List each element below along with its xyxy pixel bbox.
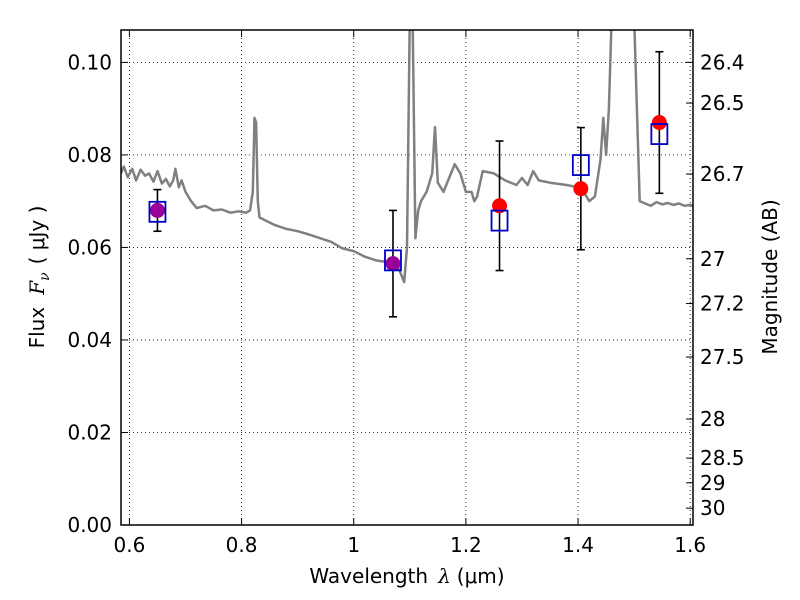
- y-axis-label-text: Flux: [25, 307, 49, 349]
- right-tick-label: 28: [700, 407, 725, 431]
- y-axis-subscript: ν: [37, 272, 53, 281]
- right-tick-label: 27.5: [700, 345, 745, 369]
- y-axis-label: Flux Fν ( μJy ): [25, 206, 53, 349]
- right-tick-label: 28.5: [700, 446, 745, 470]
- y-tick-label: 0.00: [67, 513, 112, 537]
- observed-point: [573, 181, 589, 197]
- y-axis-symbol: F: [25, 280, 49, 296]
- model-point: [148, 200, 167, 223]
- observed-point: [651, 115, 667, 131]
- y-tick-label: 0.08: [67, 143, 112, 167]
- x-tick-label: 0.8: [226, 533, 258, 557]
- x-tick-label: 1.4: [562, 533, 594, 557]
- x-axis-unit: (μm): [457, 564, 505, 588]
- model-point: [490, 209, 509, 232]
- plot-frame: [120, 29, 694, 526]
- right-tick-label: 26.4: [700, 50, 745, 74]
- model-spectrum: [121, 30, 693, 284]
- y-tick-label: 0.06: [67, 235, 112, 259]
- right-tick-label: 26.7: [700, 162, 745, 186]
- x-tick-label: 1.6: [674, 533, 706, 557]
- x-tick-label: 1.2: [450, 533, 482, 557]
- right-axis-label: Magnitude (AB): [758, 199, 782, 354]
- y-tick-label: 0.02: [67, 420, 112, 444]
- right-tick-label: 29: [700, 471, 725, 495]
- observed-point: [492, 198, 508, 214]
- x-axis-symbol: λ: [437, 564, 451, 588]
- right-tick-label: 30: [700, 496, 725, 520]
- model-point: [571, 154, 590, 176]
- axis-ticks: 0.6 0.8 1 1.2 1.4 1.6 0.00 0.02 0.04 0.06 0.08 0.10…: [67, 30, 745, 557]
- model-point: [384, 249, 402, 272]
- x-axis-label: Wavelength λ (μm): [309, 564, 504, 588]
- x-axis-label-text: Wavelength: [309, 564, 428, 588]
- y-tick-label: 0.04: [67, 328, 112, 352]
- model-spectrum-line: [121, 30, 693, 284]
- observed-point: [149, 202, 165, 218]
- right-tick-label: 26.5: [700, 91, 745, 115]
- y-tick-label: 0.10: [67, 50, 112, 74]
- data-points: [148, 50, 669, 318]
- right-tick-label: 27.2: [700, 292, 745, 316]
- right-tick-label: 27: [700, 247, 725, 271]
- grid: [121, 30, 693, 525]
- y-axis-unit: ( μJy ): [25, 206, 49, 265]
- observed-point: [385, 256, 401, 272]
- model-point: [650, 123, 669, 145]
- x-tick-label: 1: [347, 533, 360, 557]
- x-tick-label: 0.6: [114, 533, 146, 557]
